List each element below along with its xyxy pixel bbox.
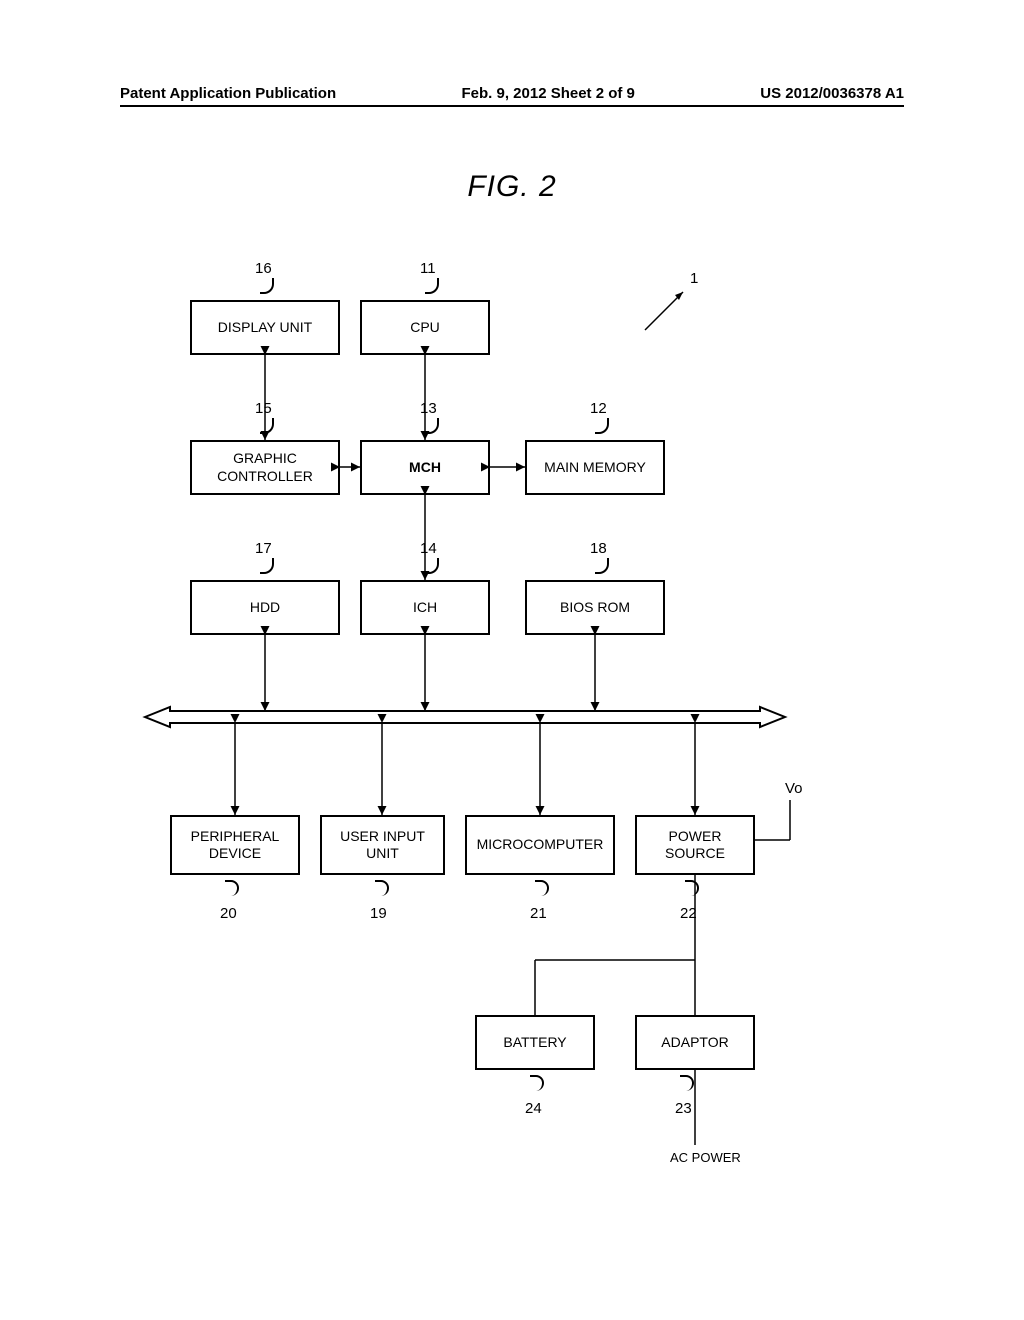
header-right: US 2012/0036378 A1 [760,85,904,102]
header-rule [120,105,904,107]
connectors-icon [160,260,860,1180]
header-left: Patent Application Publication [120,85,336,102]
block-diagram: DISPLAY UNIT 16 CPU 11 1 GRAPHIC CONTROL… [160,260,860,1210]
page-header: Patent Application Publication Feb. 9, 2… [0,85,1024,102]
header-center: Feb. 9, 2012 Sheet 2 of 9 [461,85,634,102]
figure-title: FIG. 2 [0,170,1024,204]
